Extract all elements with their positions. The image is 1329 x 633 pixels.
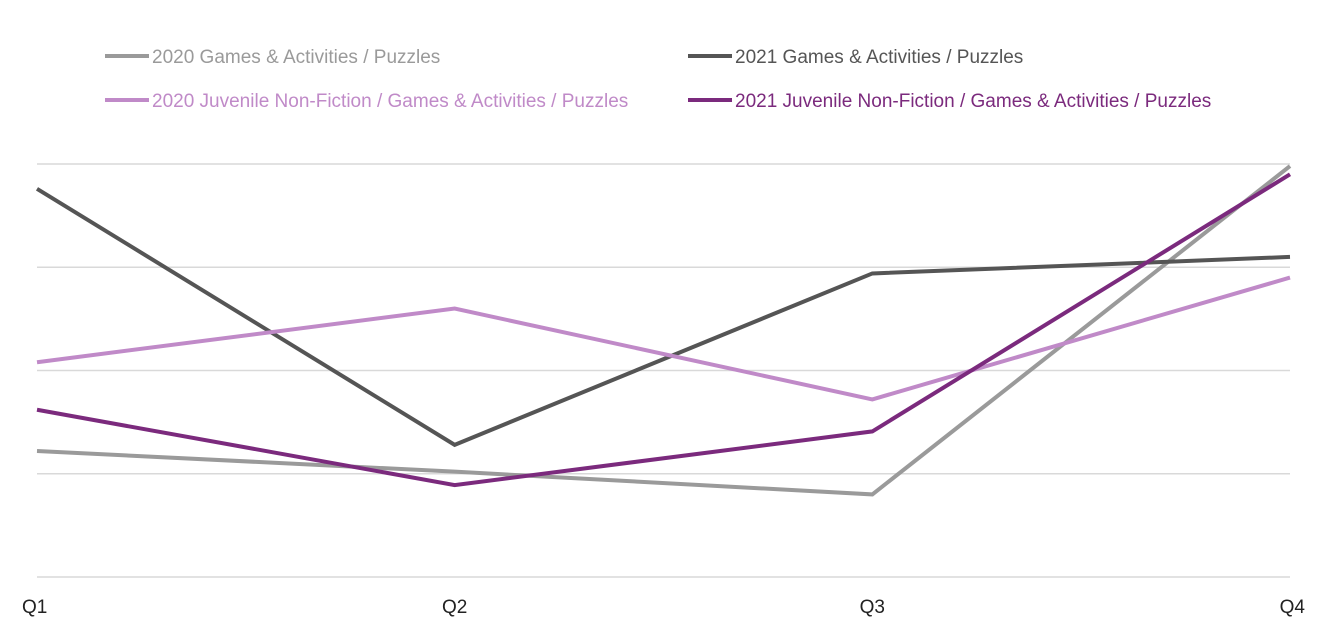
x-tick-label-q2: Q2 <box>442 597 467 618</box>
legend-label-1: 2020 Games & Activities / Puzzles <box>152 47 440 68</box>
x-tick-label-q4: Q4 <box>1280 597 1306 618</box>
series-line-1 <box>36 164 1292 497</box>
series-lines <box>35 164 1292 497</box>
gridlines <box>37 163 1290 578</box>
legend-label-2: 2021 Games & Activities / Puzzles <box>735 47 1023 68</box>
legend-entry-4: 2021 Juvenile Non-Fiction / Games & Acti… <box>688 91 1211 112</box>
x-tick-label-q3: Q3 <box>860 597 885 618</box>
series-line-3 <box>36 275 1291 402</box>
series-line-2 <box>35 187 1291 448</box>
legend-label-3: 2020 Juvenile Non-Fiction / Games & Acti… <box>152 91 628 112</box>
chart-legend: 2020 Games & Activities / Puzzles 2021 Ga… <box>105 47 1211 112</box>
legend-label-4: 2021 Juvenile Non-Fiction / Games & Acti… <box>735 91 1211 112</box>
series-line-4 <box>36 172 1292 488</box>
legend-entry-2: 2021 Games & Activities / Puzzles <box>688 47 1023 68</box>
legend-entry-3: 2020 Juvenile Non-Fiction / Games & Acti… <box>105 91 628 112</box>
x-tick-label-q1: Q1 <box>22 597 47 618</box>
x-axis: Q1 Q2 Q3 Q4 <box>22 597 1305 618</box>
legend-entry-1: 2020 Games & Activities / Puzzles <box>105 47 440 68</box>
